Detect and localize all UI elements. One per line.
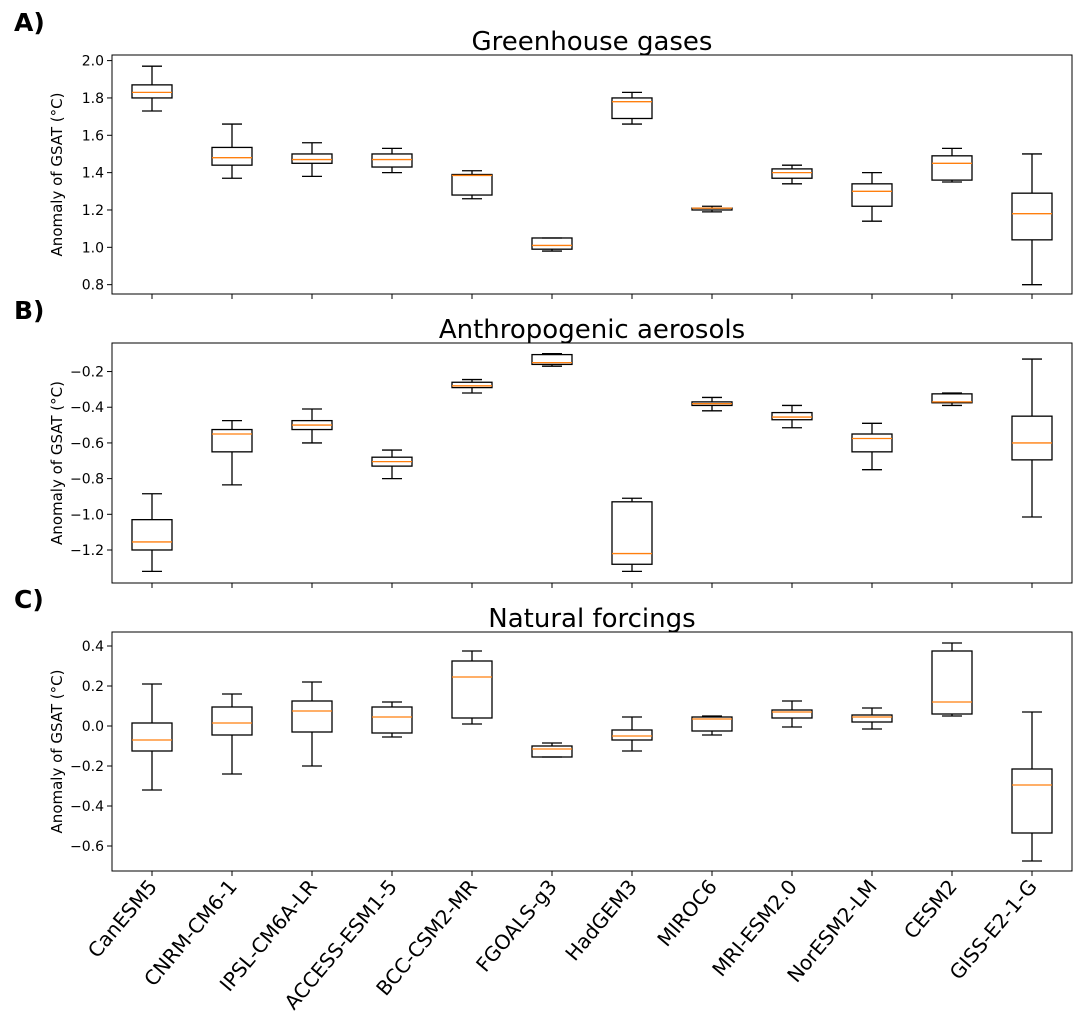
box [451,381,493,389]
box [371,706,413,734]
x-tick-label: CESM2 [899,875,962,943]
plot-frame [111,631,1073,872]
box [771,709,813,719]
y-tick-label: 1.8 [82,91,104,107]
box [211,428,253,453]
box [611,97,653,120]
box [851,433,893,453]
box [611,501,653,565]
y-tick-label: 1.4 [82,166,104,182]
box [771,411,813,421]
box [691,716,733,732]
box [611,729,653,741]
y-tick-label: 0.8 [82,278,104,294]
box [531,237,573,250]
y-tick-label: 1.2 [82,203,104,219]
y-tick-label: 2.0 [82,54,104,70]
y-axis-label: Anomaly of GSAT (°C) [48,381,66,545]
box [131,84,173,99]
y-tick-label: −0.8 [70,472,104,488]
box [291,153,333,164]
chart-title: Anthropogenic aerosols [439,315,745,345]
box [371,153,413,168]
x-tick-label: MIROC6 [652,875,721,951]
box [291,700,333,733]
box [531,353,573,366]
box [1011,192,1053,241]
panel-label: A) [14,8,45,37]
box [131,722,173,752]
y-tick-label: 0.2 [82,679,104,695]
box [531,745,573,758]
y-tick-label: −0.6 [70,436,104,452]
box [451,173,493,196]
y-tick-label: −1.0 [70,507,104,523]
box [851,183,893,207]
chart-title: Natural forcings [488,604,695,634]
y-tick-label: −0.4 [70,400,104,416]
x-tick-label: CanESM5 [83,875,162,963]
y-tick-label: 0.4 [82,639,104,655]
box [211,706,253,736]
box [211,146,253,166]
panel-label: B) [14,296,44,325]
box [1011,415,1053,461]
y-tick-label: −0.2 [70,365,104,381]
y-tick-label: −0.4 [70,799,104,815]
box [931,393,973,404]
panel-label: C) [14,585,44,614]
x-tick-label: HadGEM3 [560,875,641,966]
x-tick-label: FGOALS-g3 [471,875,562,977]
plot-frame [111,54,1073,295]
y-tick-label: 1.0 [82,240,104,256]
box [451,660,493,719]
y-tick-label: −0.2 [70,759,104,775]
y-axis-label: Anomaly of GSAT (°C) [48,670,66,834]
y-tick-label: −0.6 [70,839,104,855]
y-axis-label: Anomaly of GSAT (°C) [48,93,66,257]
box [771,168,813,179]
box [931,155,973,181]
box [1011,768,1053,834]
y-tick-label: −1.2 [70,543,104,559]
box [131,519,173,551]
y-tick-label: 1.6 [82,128,104,144]
plot-frame [111,342,1073,584]
chart-title: Greenhouse gases [472,27,713,57]
y-tick-label: 0.0 [82,719,104,735]
box [931,650,973,715]
box [851,714,893,723]
